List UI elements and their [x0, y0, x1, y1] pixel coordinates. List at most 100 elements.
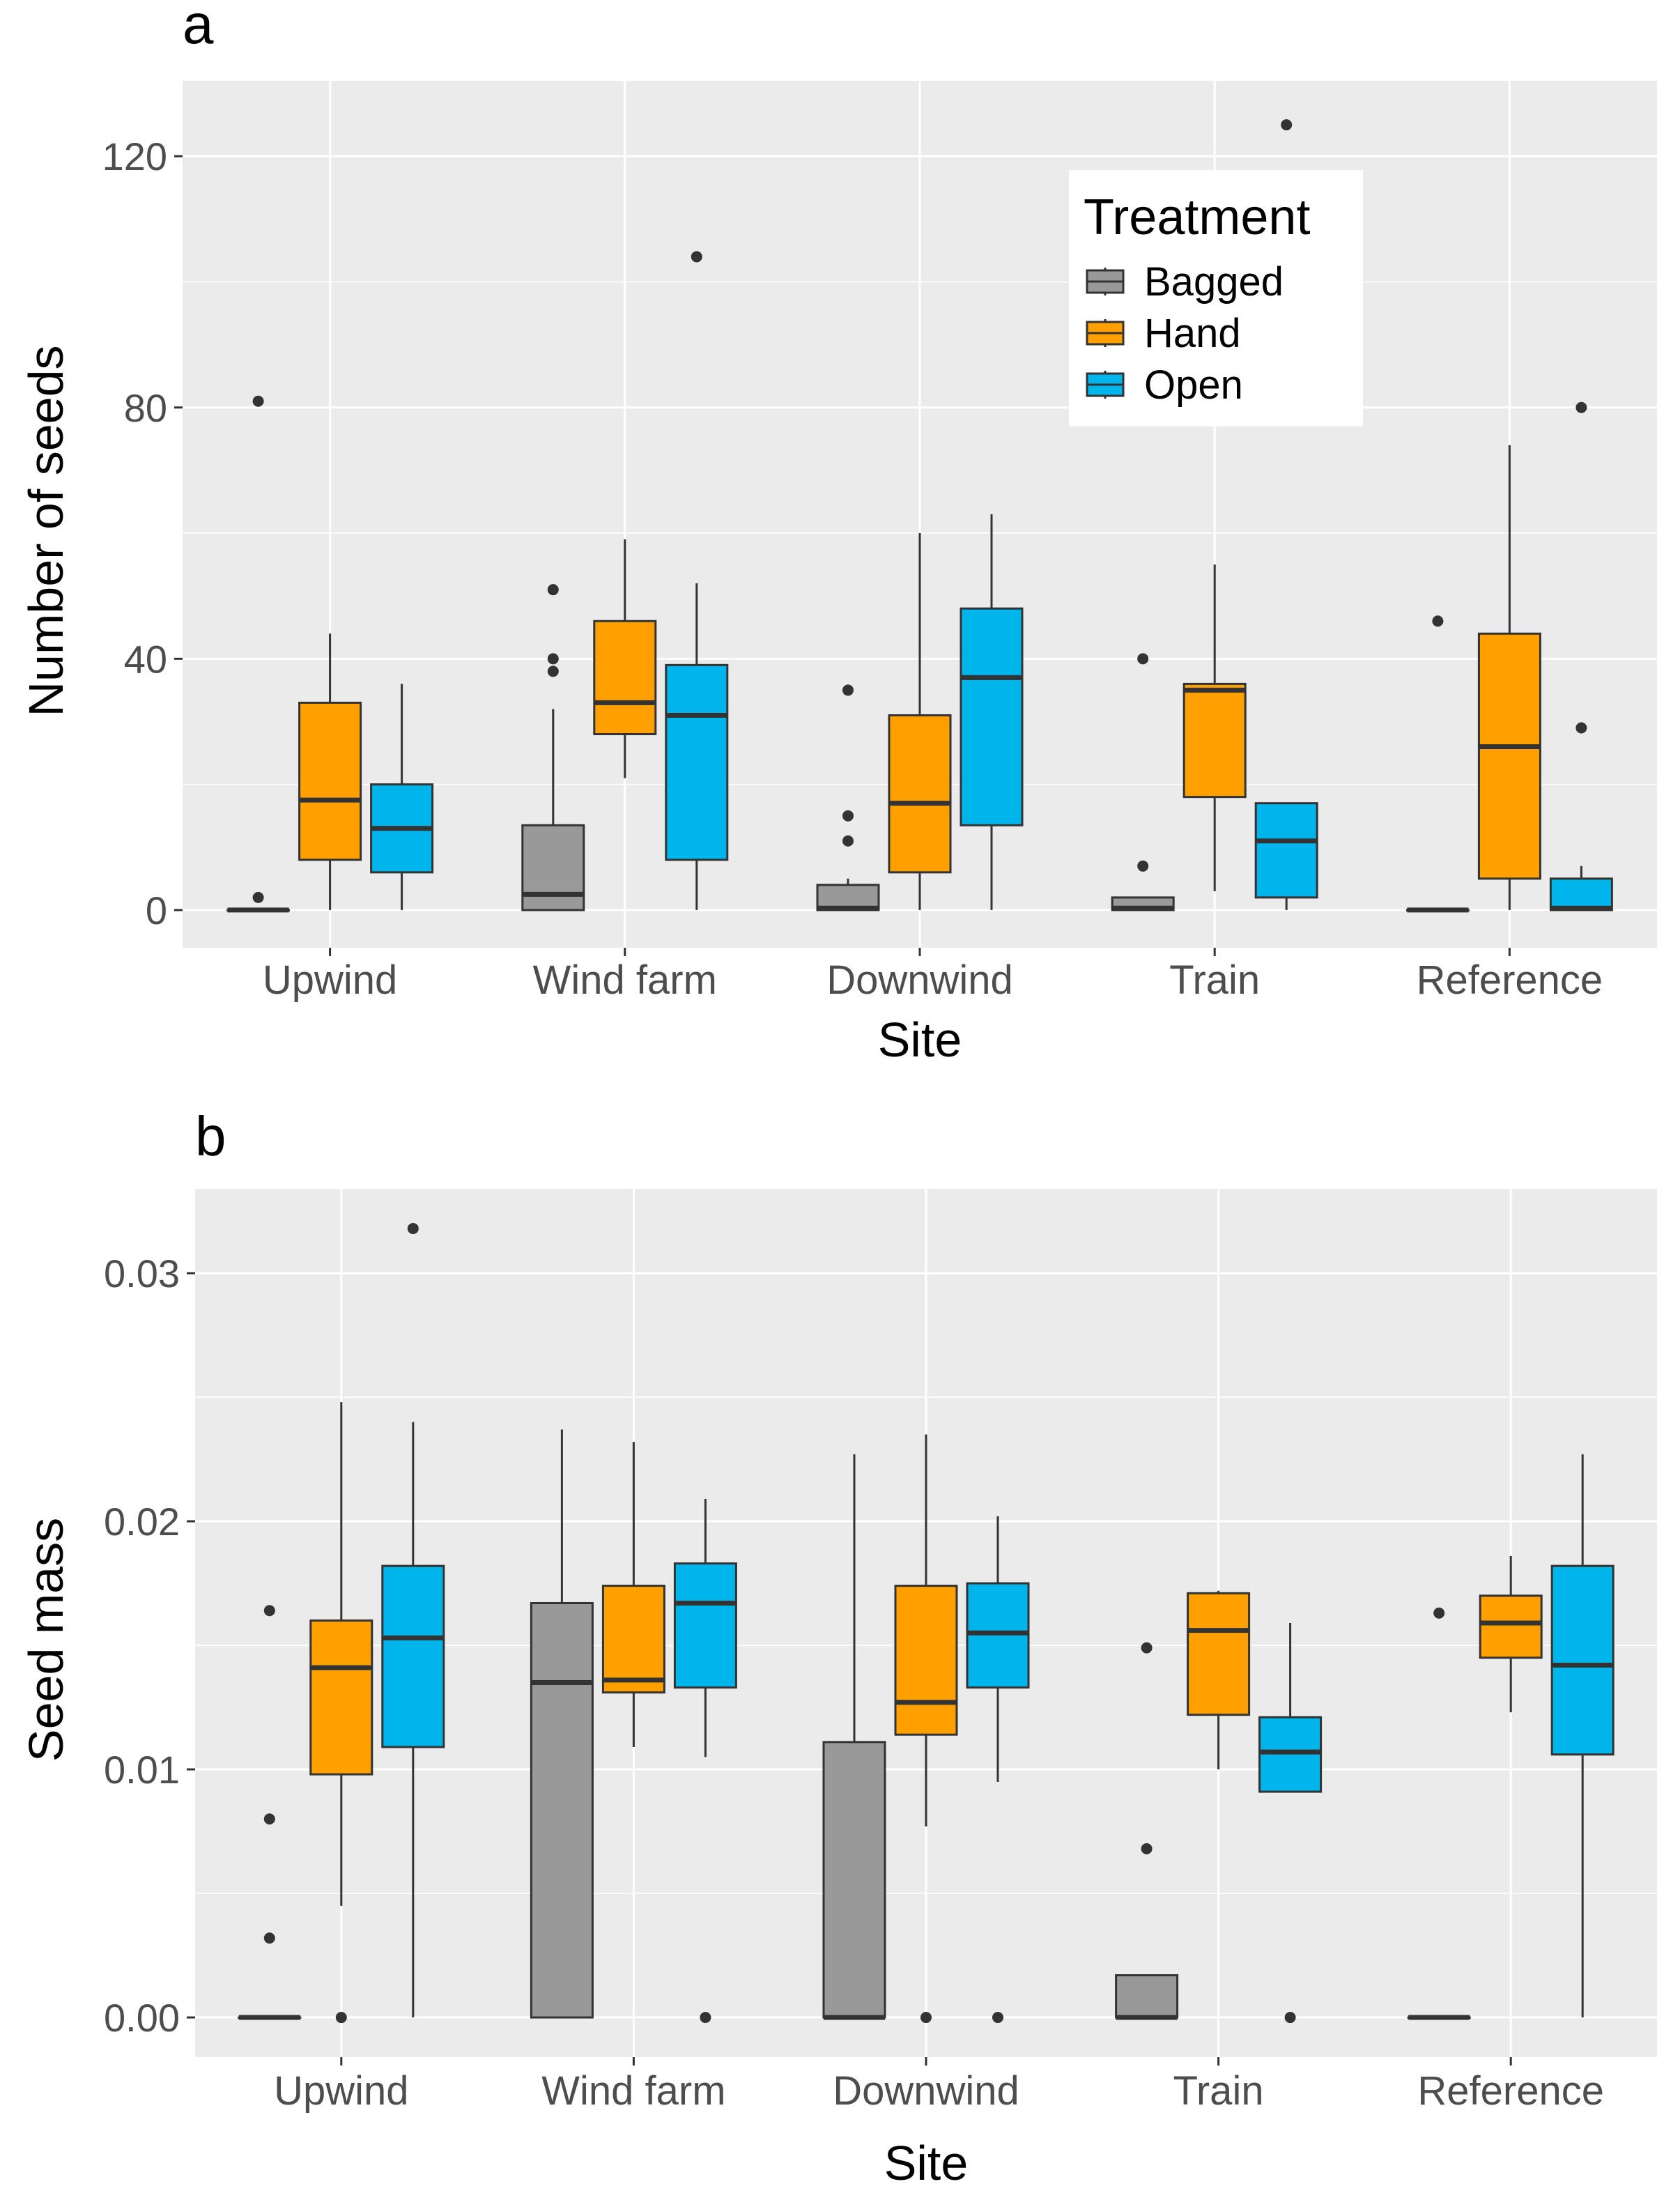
outlier-point	[335, 2012, 347, 2024]
legend-title: Treatment	[1084, 190, 1310, 245]
box-bagged-train	[1115, 1642, 1179, 2020]
box-bagged-train	[1111, 653, 1175, 911]
x-tick-label: Downwind	[826, 957, 1013, 1003]
box-open-train	[1258, 1623, 1323, 2024]
outlier-point	[1284, 2012, 1296, 2024]
box-bagged-downwind	[822, 1454, 886, 2020]
box-bagged-wind-farm	[521, 584, 585, 911]
x-tick-label: Wind farm	[533, 957, 717, 1003]
outlier-point	[1141, 1642, 1153, 1654]
panel-a-x-axis-title: Site	[878, 1013, 962, 1067]
x-tick-label: Train	[1169, 957, 1260, 1003]
panel-b-boxes	[238, 1222, 1615, 2024]
outlier-point	[252, 891, 264, 903]
box-open-reference	[1549, 401, 1613, 911]
x-tick-label: Upwind	[274, 2068, 408, 2114]
box-open-downwind	[960, 514, 1024, 910]
x-tick-label: Reference	[1417, 957, 1603, 1003]
outlier-point	[252, 395, 264, 407]
outlier-point	[1137, 860, 1149, 872]
x-tick-label: Train	[1173, 2068, 1264, 2114]
outlier-point	[263, 1813, 275, 1825]
box-hand-wind-farm	[601, 1442, 665, 1747]
panel-a-label: a	[183, 0, 214, 55]
box-open-wind-farm	[673, 1499, 737, 2024]
outlier-point	[263, 1932, 275, 1944]
outlier-point	[547, 666, 559, 677]
box-body	[1479, 1594, 1543, 1659]
box-hand-train	[1182, 564, 1247, 891]
panel-b-chart: b 0.00 0.01 0.02 0.03 Upwind Wind farm Downwi…	[19, 1105, 1657, 2190]
box-body	[521, 824, 585, 911]
outlier-point	[992, 2012, 1003, 2024]
box-body	[665, 663, 729, 861]
box-body	[298, 701, 362, 861]
legend-item-bagged: Bagged	[1086, 259, 1284, 305]
x-tick-label: Reference	[1417, 2068, 1604, 2114]
outlier-point	[691, 251, 702, 263]
x-tick-label: Downwind	[833, 2068, 1019, 2114]
outlier-point	[700, 2012, 711, 2024]
box-bagged-reference	[1407, 1607, 1471, 2020]
legend-item-hand: Hand	[1086, 311, 1241, 356]
box-body	[673, 1562, 737, 1689]
box-body	[1477, 632, 1541, 880]
legend-label-open: Open	[1144, 362, 1243, 408]
panel-a-x-ticks: Upwind Wind farm Downwind Train Reference	[263, 948, 1603, 1003]
panel-b-y-ticks: 0.00 0.01 0.02 0.03	[104, 1252, 195, 2040]
box-body	[1115, 1974, 1179, 2019]
panel-a-y-ticks: 0 40 80 120	[102, 134, 183, 932]
box-body	[1187, 1592, 1251, 1716]
box-open-wind-farm	[665, 251, 729, 910]
outlier-point	[1141, 1843, 1153, 1854]
box-body	[530, 1602, 594, 2019]
outlier-point	[1575, 401, 1587, 413]
outlier-point	[1137, 653, 1149, 665]
box-open-reference	[1550, 1454, 1615, 2018]
box-hand-downwind	[894, 1434, 958, 2024]
box-open-upwind	[381, 1222, 445, 2018]
box-body	[601, 1585, 665, 1694]
box-hand-downwind	[888, 533, 952, 910]
legend: Treatment Bagged Hand Open	[1069, 170, 1363, 426]
box-body	[1549, 877, 1613, 911]
box-hand-upwind	[298, 633, 362, 910]
box-bagged-wind-farm	[530, 1429, 594, 2019]
box-hand-train	[1187, 1590, 1251, 1770]
panel-b-x-ticks: Upwind Wind farm Downwind Train Reference	[274, 2057, 1604, 2114]
legend-label-bagged: Bagged	[1144, 259, 1284, 305]
outlier-point	[842, 684, 854, 696]
y-tick-label: 0.00	[104, 1996, 180, 2040]
box-bagged-upwind	[226, 395, 291, 913]
y-tick-label: 0.03	[104, 1252, 180, 1295]
panel-a-boxes	[226, 119, 1613, 913]
panel-b-y-axis-title: Seed mass	[19, 1518, 73, 1762]
y-tick-label: 0	[146, 889, 167, 932]
box-hand-reference	[1479, 1555, 1543, 1713]
box-hand-wind-farm	[593, 539, 657, 778]
box-body	[309, 1619, 373, 1776]
box-bagged-upwind	[238, 1605, 302, 2020]
outlier-point	[842, 810, 854, 822]
outlier-point	[1433, 1607, 1445, 1619]
outlier-point	[920, 2012, 932, 2024]
outlier-point	[547, 584, 559, 596]
box-open-downwind	[966, 1516, 1030, 2024]
outlier-point	[263, 1605, 275, 1617]
box-open-upwind	[370, 684, 434, 910]
panel-b-x-axis-title: Site	[884, 2136, 969, 2190]
panel-a-y-axis-title: Number of seeds	[19, 345, 73, 716]
box-body	[966, 1582, 1030, 1689]
outlier-point	[842, 835, 854, 847]
box-body	[1258, 1716, 1323, 1793]
box-hand-reference	[1477, 445, 1541, 910]
y-tick-label: 120	[102, 134, 167, 178]
y-tick-label: 80	[124, 386, 167, 430]
outlier-point	[1281, 119, 1293, 131]
box-body	[593, 620, 657, 736]
box-body	[822, 1741, 886, 2019]
box-body	[1550, 1564, 1615, 1756]
y-tick-label: 40	[124, 637, 167, 681]
box-open-train	[1254, 119, 1318, 910]
outlier-point	[407, 1222, 419, 1234]
